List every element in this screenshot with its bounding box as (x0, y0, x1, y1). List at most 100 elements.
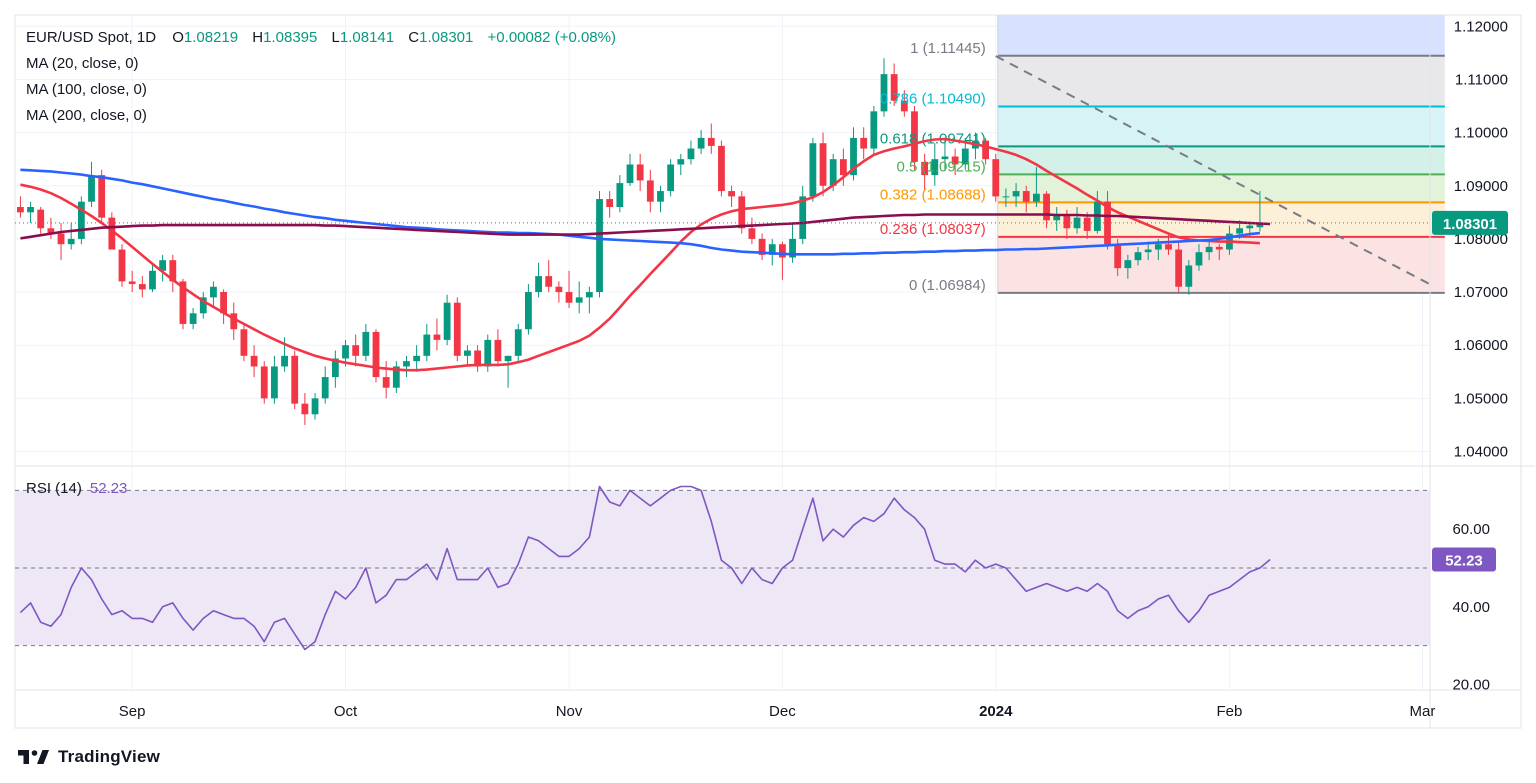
candle-down[interactable] (1022, 185, 1030, 213)
candle-down[interactable] (433, 318, 441, 351)
candle-down[interactable] (128, 270, 136, 293)
candle-up[interactable] (504, 355, 512, 388)
candle-up[interactable] (514, 323, 522, 362)
candle-down[interactable] (890, 63, 898, 107)
candle-down[interactable] (230, 302, 238, 340)
candle-down[interactable] (839, 148, 847, 186)
candle-down[interactable] (1215, 244, 1223, 261)
candle-down[interactable] (240, 323, 248, 362)
candle-up[interactable] (199, 292, 207, 319)
candle-up[interactable] (464, 345, 471, 367)
ma100-line[interactable] (20, 168, 1261, 256)
candle-down[interactable] (169, 254, 177, 293)
candle-up[interactable] (657, 185, 664, 213)
candle-up[interactable] (626, 153, 634, 186)
candle-up[interactable] (575, 281, 583, 314)
candle-up[interactable] (1134, 246, 1142, 266)
candle-up[interactable] (149, 265, 156, 293)
candle-down[interactable] (921, 153, 929, 192)
candle-down[interactable] (707, 123, 715, 154)
candle-down[interactable] (555, 281, 563, 303)
candle-up[interactable] (535, 262, 542, 298)
candle-up[interactable] (870, 106, 878, 154)
candle-up[interactable] (1002, 188, 1010, 208)
candle-up[interactable] (1124, 254, 1132, 279)
ma200-line[interactable] (20, 213, 1271, 240)
candle-down[interactable] (57, 222, 65, 261)
candle-up[interactable] (880, 58, 888, 117)
candle-up[interactable] (321, 366, 329, 404)
candle-up[interactable] (67, 222, 75, 250)
candle-down[interactable] (606, 191, 614, 218)
candle-down[interactable] (291, 350, 299, 409)
candle-up[interactable] (667, 159, 675, 197)
downtrend-line[interactable] (995, 55, 1434, 287)
candle-up[interactable] (677, 153, 685, 176)
candle-down[interactable] (545, 260, 553, 293)
candle-down[interactable] (819, 132, 827, 197)
candle-up[interactable] (210, 281, 217, 308)
candle-down[interactable] (779, 241, 786, 280)
candle-down[interactable] (17, 196, 24, 218)
candle-down[interactable] (494, 329, 502, 367)
candle-up[interactable] (1033, 167, 1040, 208)
candle-up[interactable] (1012, 183, 1020, 208)
candle-down[interactable] (98, 169, 106, 223)
candle-up[interactable] (697, 129, 705, 154)
fibonacci-retracement[interactable] (997, 15, 1445, 294)
candle-down[interactable] (453, 297, 461, 362)
candle-up[interactable] (596, 191, 603, 298)
candle-up[interactable] (311, 393, 319, 420)
candle-up[interactable] (189, 307, 197, 330)
candle-up[interactable] (941, 137, 949, 170)
candle-up[interactable] (331, 350, 339, 388)
candle-down[interactable] (565, 270, 573, 308)
candle-up[interactable] (789, 222, 796, 263)
candle-up[interactable] (585, 286, 593, 314)
rsi-legend[interactable]: RSI (14) 52.23 (26, 480, 127, 497)
candle-up[interactable] (809, 137, 817, 202)
candle-up[interactable] (77, 196, 85, 245)
candle-down[interactable] (900, 90, 908, 117)
candle-down[interactable] (138, 276, 146, 298)
candle-up[interactable] (443, 294, 451, 346)
candle-up[interactable] (1073, 207, 1081, 234)
candle-down[interactable] (982, 137, 989, 165)
candle-down[interactable] (911, 106, 918, 170)
ma200-legend[interactable]: MA (200, close, 0) (26, 107, 147, 124)
candle-down[interactable] (951, 148, 959, 176)
candle-down[interactable] (646, 169, 654, 213)
candle-down[interactable] (47, 217, 55, 239)
candle-up[interactable] (392, 361, 400, 394)
candle-up[interactable] (423, 323, 431, 362)
candle-up[interactable] (271, 355, 278, 404)
candle-up[interactable] (687, 140, 695, 165)
candle-up[interactable] (27, 201, 34, 223)
candle-down[interactable] (250, 345, 258, 378)
candle-down[interactable] (748, 217, 756, 245)
candle-up[interactable] (1053, 207, 1061, 231)
candle-down[interactable] (1043, 191, 1050, 229)
candle-down[interactable] (728, 185, 735, 208)
candle-up[interactable] (931, 143, 939, 186)
tradingview-brand[interactable]: TradingView (18, 745, 160, 769)
candle-down[interactable] (1165, 233, 1172, 255)
candle-down[interactable] (118, 244, 126, 287)
candle-up[interactable] (362, 323, 370, 362)
ma20-line[interactable] (20, 137, 1260, 372)
candle-down[interactable] (220, 289, 227, 324)
candle-down[interactable] (992, 153, 1000, 202)
candle-down[interactable] (260, 361, 268, 404)
candle-down[interactable] (352, 334, 360, 367)
rsi-line[interactable] (19, 485, 1271, 651)
candle-up[interactable] (1185, 260, 1193, 295)
candle-down[interactable] (372, 329, 380, 383)
price-axis[interactable]: 1.04000 1.05000 1.06000 1.07000 1.08000 1.090… (1429, 15, 1508, 728)
candle-up[interactable] (88, 161, 95, 208)
candle-down[interactable] (301, 393, 309, 425)
candle-up[interactable] (799, 185, 807, 245)
candle-up[interactable] (413, 345, 421, 372)
candle-up[interactable] (403, 355, 410, 378)
candle-down[interactable] (718, 140, 725, 197)
